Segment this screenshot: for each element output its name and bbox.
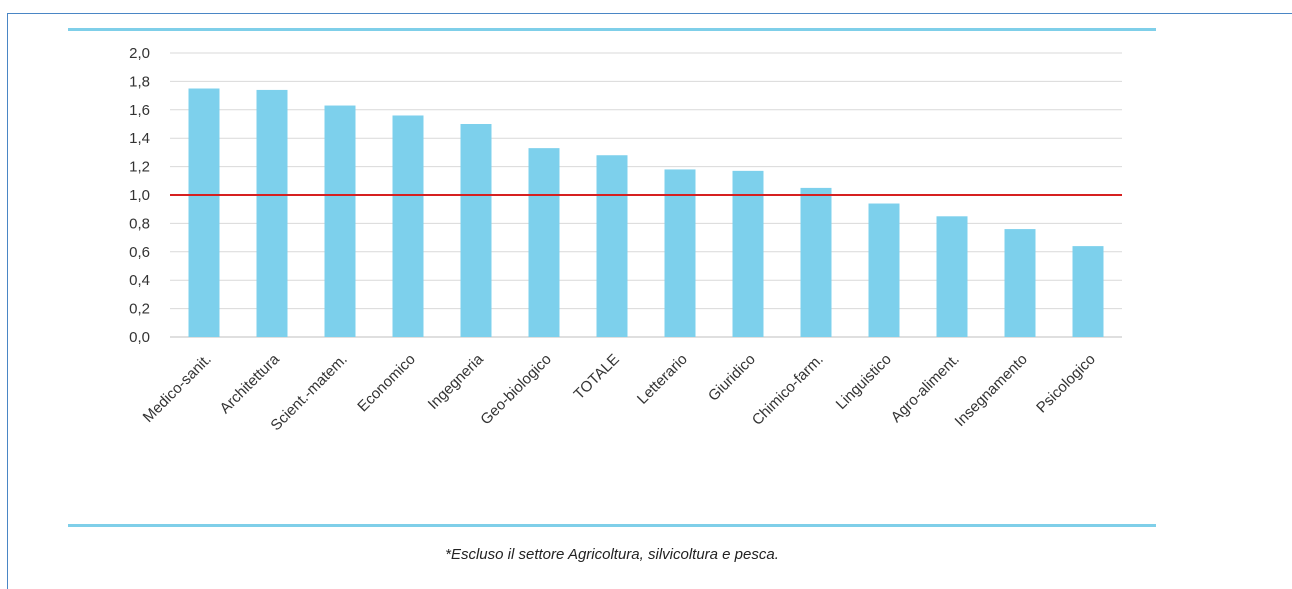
bar	[664, 169, 696, 337]
bar	[732, 170, 764, 337]
x-tick-label: Architettura	[217, 350, 284, 417]
x-tick-label: Psicologico	[1033, 351, 1099, 417]
y-tick-label: 0,0	[129, 329, 150, 346]
y-tick-label: 0,6	[129, 244, 150, 261]
top-rule	[68, 28, 1156, 31]
y-tick-label: 0,2	[129, 301, 150, 318]
x-tick-label: Giuridico	[705, 351, 759, 405]
x-tick-label: Economico	[354, 351, 418, 415]
footnote: *Escluso il settore Agricoltura, silvico…	[445, 546, 779, 563]
bar	[460, 124, 492, 337]
y-tick-label: 1,2	[129, 159, 150, 176]
bar	[800, 187, 832, 337]
bar	[936, 216, 968, 337]
bar	[1072, 246, 1104, 337]
bar	[868, 203, 900, 337]
bar	[188, 88, 220, 337]
x-tick-label: Ingegneria	[425, 350, 488, 413]
bar	[1004, 229, 1036, 337]
y-tick-label: 1,6	[129, 102, 150, 119]
x-tick-label: Letterario	[634, 351, 691, 408]
x-tick-label: Linguistico	[833, 351, 895, 413]
x-tick-label: Agro-aliment.	[888, 351, 963, 426]
y-tick-label: 1,8	[129, 73, 150, 90]
x-tick-label: TOTALE	[571, 351, 623, 403]
x-tick-label: Geo-biologico	[477, 351, 554, 428]
x-tick-label: Medico-sanit.	[140, 351, 215, 426]
y-tick-label: 0,8	[129, 215, 150, 232]
y-tick-label: 2,0	[129, 45, 150, 62]
bar	[528, 148, 560, 337]
frame-left-border	[7, 13, 8, 589]
y-tick-label: 1,0	[129, 187, 150, 204]
bar-chart: 0,0 0,2 0,4 0,6 0,8 1,0 1,2 1,4 1,6 1,8 2,0 Medico-…	[129, 45, 1122, 434]
x-tick-label: Chimico-farm.	[749, 351, 827, 429]
frame-top-border	[7, 13, 1292, 14]
bar	[324, 105, 356, 337]
y-tick-label: 0,4	[129, 272, 150, 289]
bar	[392, 115, 424, 337]
bar	[256, 89, 288, 337]
y-tick-label: 1,4	[129, 130, 150, 147]
bottom-rule	[68, 524, 1156, 527]
x-tick-label: Insegnamento	[952, 351, 1031, 430]
bar	[596, 155, 628, 337]
